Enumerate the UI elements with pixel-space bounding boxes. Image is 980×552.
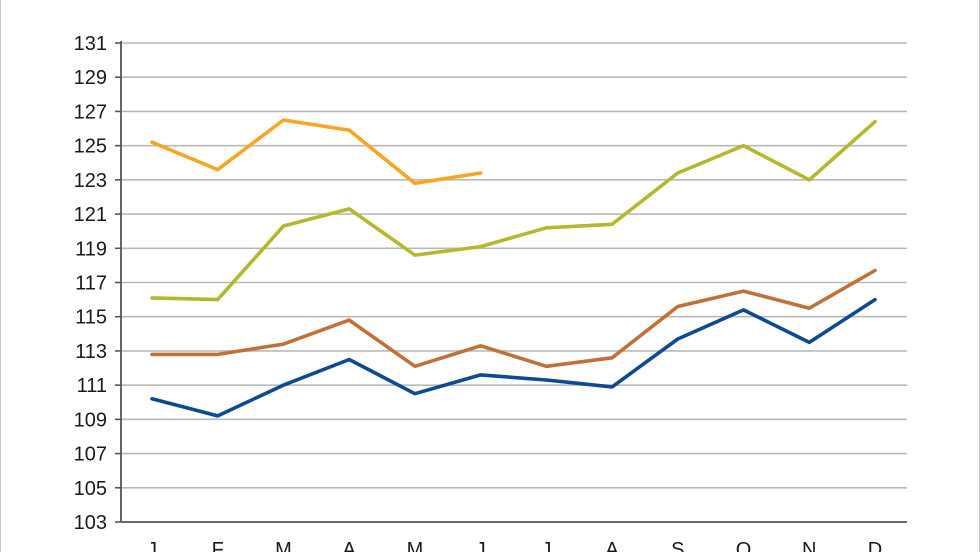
grid-lines xyxy=(121,42,907,489)
x-tick-label: J xyxy=(476,539,486,552)
y-tick-label: 129 xyxy=(74,67,107,89)
x-tick-label: S xyxy=(671,539,684,552)
x-tick-label: J xyxy=(147,539,157,552)
y-tick-label: 109 xyxy=(74,409,107,431)
y-tick-label: 105 xyxy=(74,478,107,500)
x-tick-label: M xyxy=(275,539,292,552)
y-tick-label: 103 xyxy=(74,512,107,534)
y-tick-label: 115 xyxy=(75,307,107,329)
y-tick-label: 117 xyxy=(75,273,107,295)
y-tick-label: 125 xyxy=(74,136,107,158)
x-tick-label: N xyxy=(802,539,816,552)
y-tick-label: 111 xyxy=(77,375,107,397)
series-line-2 xyxy=(150,119,877,302)
y-tick-label: 131 xyxy=(74,33,107,55)
y-tick-label: 123 xyxy=(74,170,107,192)
x-tick-label: F xyxy=(212,539,224,552)
series-line-1 xyxy=(150,118,483,186)
y-axis-tick-labels: 131 129 127 125 123 121 119 117 115 113 111 109 107 1… xyxy=(74,33,107,534)
series-line-4 xyxy=(150,297,877,418)
y-tick-label: 127 xyxy=(74,101,107,123)
y-tick-label: 107 xyxy=(74,444,107,466)
x-tick-label: D xyxy=(868,539,882,552)
y-tick-label: 113 xyxy=(75,341,107,363)
x-tick-label: A xyxy=(605,539,619,552)
x-tick-label: A xyxy=(343,539,357,552)
x-tick-label: J xyxy=(541,539,551,552)
y-tick-label: 121 xyxy=(74,204,107,226)
series-line-3 xyxy=(150,268,877,369)
x-tick-label: M xyxy=(407,539,424,552)
y-tick-label: 119 xyxy=(75,238,107,260)
x-tick-label: O xyxy=(736,539,752,552)
series-lines xyxy=(150,118,877,418)
axes xyxy=(115,41,907,523)
